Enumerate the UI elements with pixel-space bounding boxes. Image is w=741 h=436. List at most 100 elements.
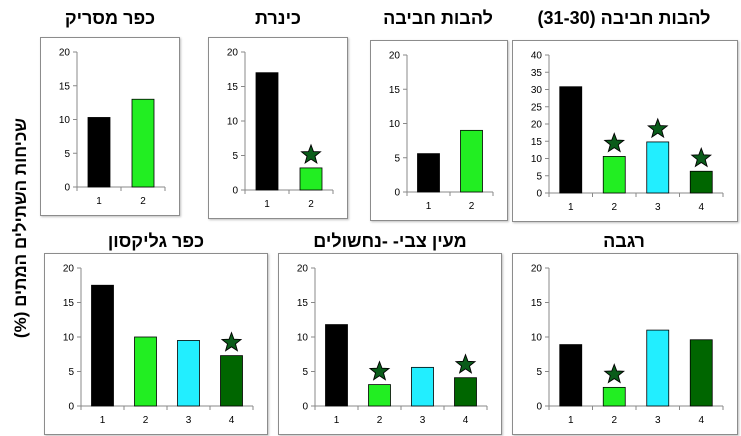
y-tick-label: 25	[531, 102, 543, 113]
y-tick-label: 20	[531, 264, 543, 275]
bar-1	[91, 284, 114, 407]
chart-lehavot-haviva: 0 5 10 15 20 1 2	[370, 40, 508, 221]
bar-1	[417, 153, 440, 193]
bar-2	[602, 386, 626, 407]
bar-4	[689, 339, 713, 407]
y-tick-label: 15	[531, 137, 543, 148]
chart-lehavot-haviva-31-30: 0 5 10 15 20 25 30 35 40 1 2 3 4	[512, 40, 738, 222]
panel-title-regba: רגבה	[603, 231, 645, 251]
x-tick-label: 1	[568, 415, 574, 426]
y-tick-label: 5	[232, 151, 238, 162]
chart-svg: 0 5 10 15 20 25 30 35 40 1 2 3 4	[531, 51, 724, 213]
significance-star-icon	[690, 146, 712, 168]
bar-1	[559, 86, 583, 194]
bar-2	[131, 98, 155, 188]
panel-title-maayan-tzvi: מעין צבי- -נחשולים	[313, 231, 467, 251]
y-tick-label: 5	[536, 367, 542, 378]
chart-kfar-glikson: 0 5 10 15 20 1 2 3 4	[44, 253, 268, 435]
y-tick-label: 15	[389, 85, 401, 96]
y-tick-label: 35	[531, 68, 543, 79]
significance-star-icon	[647, 117, 669, 139]
y-tick-label: 5	[64, 149, 70, 160]
chart-svg: 0 5 10 15 20 1 2	[227, 48, 334, 210]
x-tick-label: 1	[100, 415, 106, 426]
significance-star-icon	[603, 363, 625, 384]
bar-3	[177, 340, 200, 407]
x-tick-label: 2	[611, 202, 617, 213]
y-tick-label: 0	[536, 189, 542, 200]
panel-title-kfar-masarik: כפר מסריק	[64, 8, 156, 28]
x-tick-label: 3	[420, 415, 426, 426]
bar-2	[299, 167, 323, 191]
y-tick-label: 0	[232, 186, 238, 197]
y-tick-label: 0	[536, 402, 542, 413]
chart-svg: 0 5 10 15 20 1 2 3 4	[531, 264, 724, 426]
y-tick-label: 20	[531, 120, 543, 131]
y-tick-label: 10	[59, 115, 71, 126]
x-tick-label: 1	[426, 201, 432, 212]
y-tick-label: 10	[389, 119, 401, 130]
x-tick-label: 2	[469, 201, 475, 212]
bar-1	[255, 72, 279, 191]
x-tick-label: 4	[698, 415, 704, 426]
x-tick-label: 1	[334, 415, 340, 426]
chart-regba: 0 5 10 15 20 1 2 3 4	[512, 253, 738, 435]
x-tick-label: 2	[611, 415, 617, 426]
y-tick-label: 15	[227, 82, 239, 93]
y-tick-label: 20	[59, 48, 71, 59]
y-tick-label: 0	[302, 402, 308, 413]
y-tick-label: 5	[302, 367, 308, 378]
x-tick-label: 4	[463, 415, 469, 426]
y-tick-label: 5	[536, 171, 542, 182]
y-tick-label: 10	[531, 333, 543, 344]
x-tick-label: 3	[186, 415, 192, 426]
bar-2	[134, 336, 157, 407]
significance-star-icon	[603, 132, 625, 153]
chart-kinneret: 0 5 10 15 20 1 2	[208, 37, 348, 219]
chart-maayan-tzvi: 0 5 10 15 20 1 2 3 4	[278, 253, 502, 435]
bar-3	[646, 329, 670, 407]
chart-svg: 0 5 10 15 20 1 2 3 4	[63, 264, 254, 426]
y-tick-label: 0	[64, 183, 70, 194]
bar-2	[460, 129, 483, 193]
y-tick-label: 10	[227, 117, 239, 128]
bar-4	[689, 170, 713, 194]
bar-1	[87, 117, 111, 188]
x-tick-label: 2	[140, 196, 146, 207]
significance-star-icon	[368, 360, 391, 381]
significance-star-icon	[300, 143, 322, 165]
chart-svg: 0 5 10 15 20 1 2	[59, 48, 166, 207]
y-tick-label: 30	[531, 85, 543, 96]
y-tick-label: 10	[63, 333, 75, 344]
chart-kfar-masarik: 0 5 10 15 20 1 2	[40, 37, 180, 216]
y-tick-label: 15	[531, 298, 543, 309]
x-tick-label: 2	[377, 415, 383, 426]
y-tick-label: 15	[297, 298, 309, 309]
x-tick-label: 2	[143, 415, 149, 426]
x-tick-label: 2	[308, 199, 314, 210]
y-tick-label: 10	[531, 154, 543, 165]
chart-svg: 0 5 10 15 20 1 2	[389, 51, 494, 212]
significance-star-icon	[220, 331, 243, 352]
y-tick-label: 10	[297, 333, 309, 344]
x-tick-label: 3	[655, 415, 661, 426]
bar-1	[325, 324, 348, 407]
y-tick-label: 20	[227, 48, 239, 59]
panel-title-lehavot-haviva-31-30: להבות חביבה (31-30)	[537, 8, 711, 28]
bar-2	[602, 156, 626, 194]
significance-star-icon	[454, 353, 477, 374]
panel-title-kinneret: כינרת	[255, 8, 301, 28]
bar-4	[220, 355, 243, 407]
x-tick-label: 1	[264, 199, 270, 210]
x-tick-label: 1	[568, 202, 574, 213]
y-tick-label: 15	[63, 298, 75, 309]
y-tick-label: 5	[394, 153, 400, 164]
y-tick-label: 15	[59, 81, 71, 92]
bar-3	[411, 366, 434, 407]
x-tick-label: 4	[229, 415, 235, 426]
y-tick-label: 5	[68, 367, 74, 378]
y-tick-label: 20	[297, 264, 309, 275]
y-tick-label: 0	[68, 402, 74, 413]
bar-4	[454, 377, 477, 407]
bar-1	[559, 344, 583, 407]
